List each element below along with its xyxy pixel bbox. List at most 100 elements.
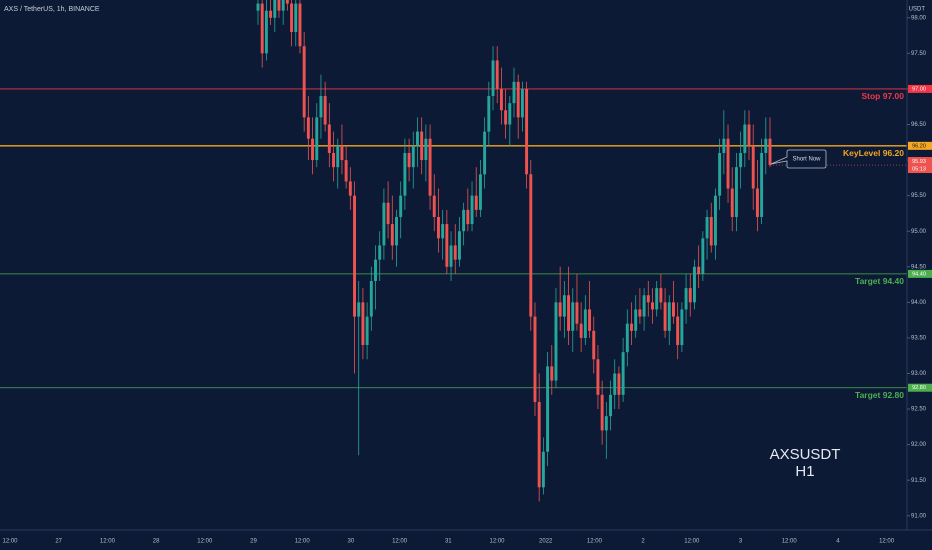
candle-body (290, 3, 294, 33)
candle-body (613, 373, 617, 395)
candle-body (483, 131, 487, 175)
currency-label: USDT (909, 7, 926, 13)
callout-box (770, 149, 827, 169)
candle-body (256, 3, 260, 11)
candle-body (546, 366, 550, 452)
candle-body (323, 96, 327, 125)
x-tick-label: 12:00 (100, 539, 116, 545)
x-tick-label: 2022 (539, 539, 553, 545)
candle-body (705, 216, 709, 239)
candle-body (638, 309, 642, 317)
level-label: Target 92.80 (855, 390, 904, 400)
candle-body (550, 366, 554, 381)
candle-body (365, 316, 369, 346)
x-tick-label: 31 (445, 539, 452, 545)
candle-body (558, 302, 562, 317)
candle-body (470, 195, 474, 225)
candle-body (327, 124, 331, 153)
candle-body (713, 195, 717, 246)
y-tick-label: 95.50 (911, 193, 927, 199)
candle-body (264, 10, 268, 54)
watermark-interval: H1 (795, 463, 814, 480)
candle-body (491, 60, 495, 97)
candle-body (361, 302, 365, 346)
candle-body (277, 0, 281, 11)
price-tag (908, 269, 932, 278)
candle-body (424, 138, 428, 161)
price-tag (908, 141, 932, 150)
candle-body (764, 138, 768, 153)
candle-body (537, 401, 541, 488)
candle-body (567, 295, 571, 331)
candle-body (655, 288, 659, 310)
x-tick-label: 12:00 (782, 539, 798, 545)
candle-body (688, 288, 692, 303)
candle-body (760, 152, 764, 217)
candle-body (298, 3, 302, 47)
candle-body (583, 309, 587, 338)
y-tick-label: 96.50 (911, 122, 927, 128)
candle-body (369, 281, 373, 317)
candle-body (495, 60, 499, 89)
candle-body (651, 302, 654, 310)
candle-body (420, 131, 424, 161)
candle-body (315, 117, 319, 161)
last-price-tag (908, 157, 932, 174)
candle-body (294, 3, 298, 33)
price-tag (908, 84, 932, 93)
candle-body (445, 224, 449, 267)
x-tick-label: 4 (836, 539, 840, 545)
candle-body (562, 295, 566, 317)
candle-body (529, 174, 533, 317)
candle-body (512, 81, 516, 104)
candle-body (604, 416, 608, 431)
y-tick-label: 97.50 (911, 51, 927, 57)
x-tick-label: 3 (739, 539, 743, 545)
candle-body (541, 451, 545, 488)
candle-body (680, 309, 684, 346)
candle-body (348, 181, 352, 196)
candle-body (499, 88, 503, 111)
candle-body (646, 295, 650, 303)
candle-body (667, 302, 671, 331)
candle-body (621, 352, 625, 395)
candle-body (684, 288, 688, 310)
candle-body (642, 295, 646, 317)
plot-area: Stop 97.00 KeyLevel 96.20 Target 94.40 Targ… (0, 0, 907, 502)
x-tick-label: 12:00 (489, 539, 505, 545)
x-tick-label: 12:00 (684, 539, 700, 545)
candle-body (273, 0, 277, 18)
candle-body (609, 394, 612, 417)
x-tick-label: 28 (153, 539, 160, 545)
x-tick-label: 29 (250, 539, 257, 545)
candle-body (466, 209, 470, 225)
price-tag (908, 383, 932, 392)
candle-body (747, 124, 751, 146)
candle-body (504, 110, 508, 125)
candle-body (269, 10, 273, 18)
candle-body (533, 316, 537, 402)
x-tick-label: 12:00 (197, 539, 213, 545)
candle-body (432, 195, 436, 217)
candle-body (596, 359, 600, 395)
candle-body (739, 152, 743, 168)
candle-body (382, 202, 386, 246)
price-tag-label: 96.20 (912, 143, 926, 149)
candle-body (344, 160, 348, 182)
candle-body (520, 88, 524, 118)
y-tick-label: 94.50 (911, 264, 927, 270)
candle-body (730, 188, 734, 217)
level-label: Stop 97.00 (861, 91, 904, 101)
candle-body (436, 216, 440, 239)
candle-body (525, 88, 529, 175)
callout: Short Now (770, 149, 827, 169)
candle-body (722, 138, 726, 153)
candle-body (516, 81, 520, 118)
candle-body (340, 145, 344, 161)
last-price-label: 95.93 (912, 159, 926, 165)
candle-body (676, 316, 680, 346)
candle-body (697, 266, 701, 274)
candle-body (416, 131, 419, 146)
watermark-symbol: AXSUSDT (770, 446, 841, 463)
